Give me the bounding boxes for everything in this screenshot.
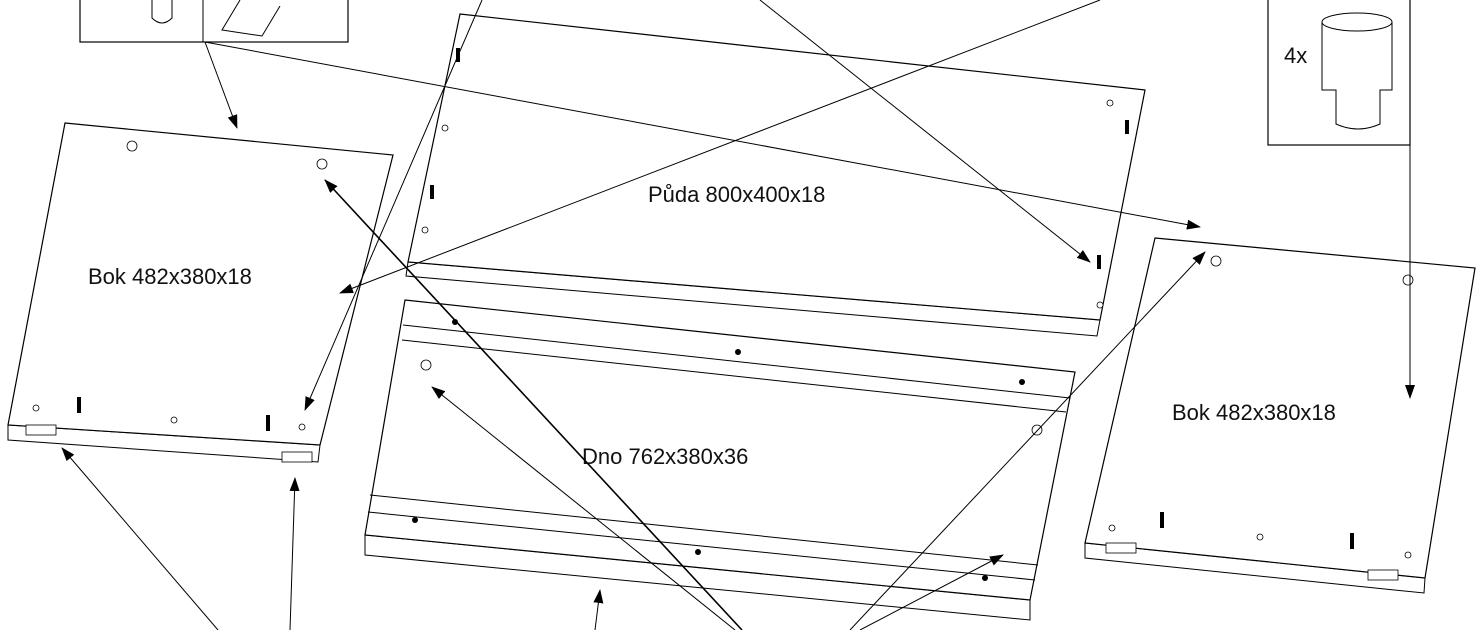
top-panel: Půda 800x400x18 — [405, 13, 1146, 337]
part-label: Půda 800x400x18 — [648, 182, 825, 207]
tool-box — [79, 0, 349, 43]
part-label: Bok 482x380x18 — [1172, 400, 1336, 425]
part-label: Dno 762x380x36 — [582, 444, 748, 469]
part-label: Bok 482x380x18 — [88, 264, 252, 289]
right-panel: Bok 482x380x18 — [1084, 237, 1476, 594]
bottom-panel: Dno 762x380x36 — [364, 299, 1076, 621]
arrows — [61, 0, 1415, 630]
hardware-box: 4x — [1267, 0, 1411, 146]
hardware-count: 4x — [1284, 43, 1307, 68]
left-panel: Bok 482x380x18 — [7, 122, 394, 463]
